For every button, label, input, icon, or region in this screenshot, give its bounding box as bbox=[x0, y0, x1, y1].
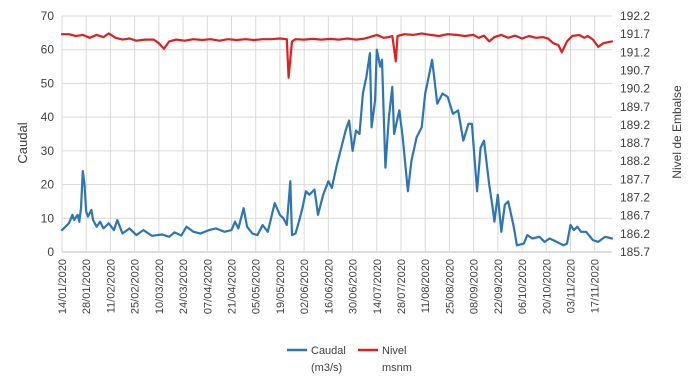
legend-label-caudal: Caudal bbox=[311, 345, 346, 357]
x-tick-label: 28/07/2020 bbox=[396, 259, 408, 314]
x-tick-label: 20/10/2020 bbox=[541, 259, 553, 314]
series-line-caudal bbox=[60, 48, 614, 247]
left-tick-label: 40 bbox=[41, 110, 55, 124]
right-tick-label: 191.2 bbox=[620, 45, 650, 59]
x-tick-label: 21/04/2020 bbox=[226, 259, 238, 314]
legend-label-caudal-unit: (m3/s) bbox=[311, 362, 342, 374]
x-tick-label: 24/03/2020 bbox=[178, 259, 190, 314]
left-tick-label: 20 bbox=[41, 178, 55, 192]
x-tick-label: 22/09/2020 bbox=[493, 259, 505, 314]
left-axis-title: Caudal bbox=[15, 122, 30, 163]
left-tick-label: 70 bbox=[41, 9, 55, 23]
x-tick-label: 05/05/2020 bbox=[251, 259, 263, 314]
right-tick-label: 189.7 bbox=[620, 100, 650, 114]
left-tick-label: 0 bbox=[47, 245, 54, 259]
x-axis-tick-labels: 14/01/2020 28/01/2020 11/02/2020 25/02/2020… bbox=[57, 259, 602, 314]
right-tick-label: 187.2 bbox=[620, 191, 650, 205]
left-tick-label: 60 bbox=[41, 43, 55, 57]
left-tick-label: 10 bbox=[41, 211, 55, 225]
right-tick-label: 188.7 bbox=[620, 136, 650, 150]
x-tick-label: 16/06/2020 bbox=[323, 259, 335, 314]
legend-label-nivel-unit: msnm bbox=[382, 362, 412, 374]
right-axis-title: Nivel de Embalse bbox=[670, 85, 684, 179]
left-axis-tick-labels: 0 10 20 30 40 50 60 70 bbox=[41, 9, 55, 259]
left-tick-label: 30 bbox=[41, 144, 55, 158]
right-tick-label: 186.7 bbox=[620, 209, 650, 223]
x-tick-label: 02/06/2020 bbox=[299, 259, 311, 314]
x-tick-label: 30/06/2020 bbox=[348, 259, 360, 314]
x-tick-label: 25/08/2020 bbox=[444, 259, 456, 314]
x-tick-label: 14/01/2020 bbox=[57, 259, 69, 314]
x-tick-label: 25/02/2020 bbox=[130, 259, 142, 314]
x-tick-label: 08/09/2020 bbox=[469, 259, 481, 314]
legend: Caudal (m3/s) Nivel msnm bbox=[287, 345, 412, 374]
x-tick-label: 19/05/2020 bbox=[275, 259, 287, 314]
series-layer bbox=[60, 32, 614, 247]
x-tick-label: 03/11/2020 bbox=[565, 259, 577, 313]
right-tick-label: 190.2 bbox=[620, 82, 650, 96]
x-tick-label: 10/03/2020 bbox=[154, 259, 166, 314]
x-tick-label: 11/08/2020 bbox=[420, 259, 432, 313]
right-axis-tick-labels: 185.7 186.2 186.7 187.2 187.7 188.2 188.7 189.2… bbox=[620, 9, 650, 259]
right-tick-label: 186.2 bbox=[620, 227, 650, 241]
left-tick-label: 50 bbox=[41, 76, 55, 90]
x-tick-label: 14/07/2020 bbox=[372, 259, 384, 314]
right-tick-label: 189.2 bbox=[620, 118, 650, 132]
x-tick-label: 28/01/2020 bbox=[81, 259, 93, 314]
right-tick-label: 190.7 bbox=[620, 63, 650, 77]
right-tick-label: 191.7 bbox=[620, 27, 650, 41]
x-tick-label: 17/11/2020 bbox=[590, 259, 602, 313]
right-tick-label: 188.2 bbox=[620, 154, 650, 168]
x-tick-label: 07/04/2020 bbox=[202, 259, 214, 314]
gridlines bbox=[61, 15, 612, 253]
right-tick-label: 187.7 bbox=[620, 172, 650, 186]
series-line-nivel bbox=[60, 32, 614, 79]
x-tick-label: 11/02/2020 bbox=[105, 259, 117, 313]
right-tick-label: 192.2 bbox=[620, 9, 650, 23]
legend-label-nivel: Nivel bbox=[382, 345, 406, 357]
right-tick-label: 185.7 bbox=[620, 245, 650, 259]
x-tick-label: 06/10/2020 bbox=[517, 259, 529, 314]
